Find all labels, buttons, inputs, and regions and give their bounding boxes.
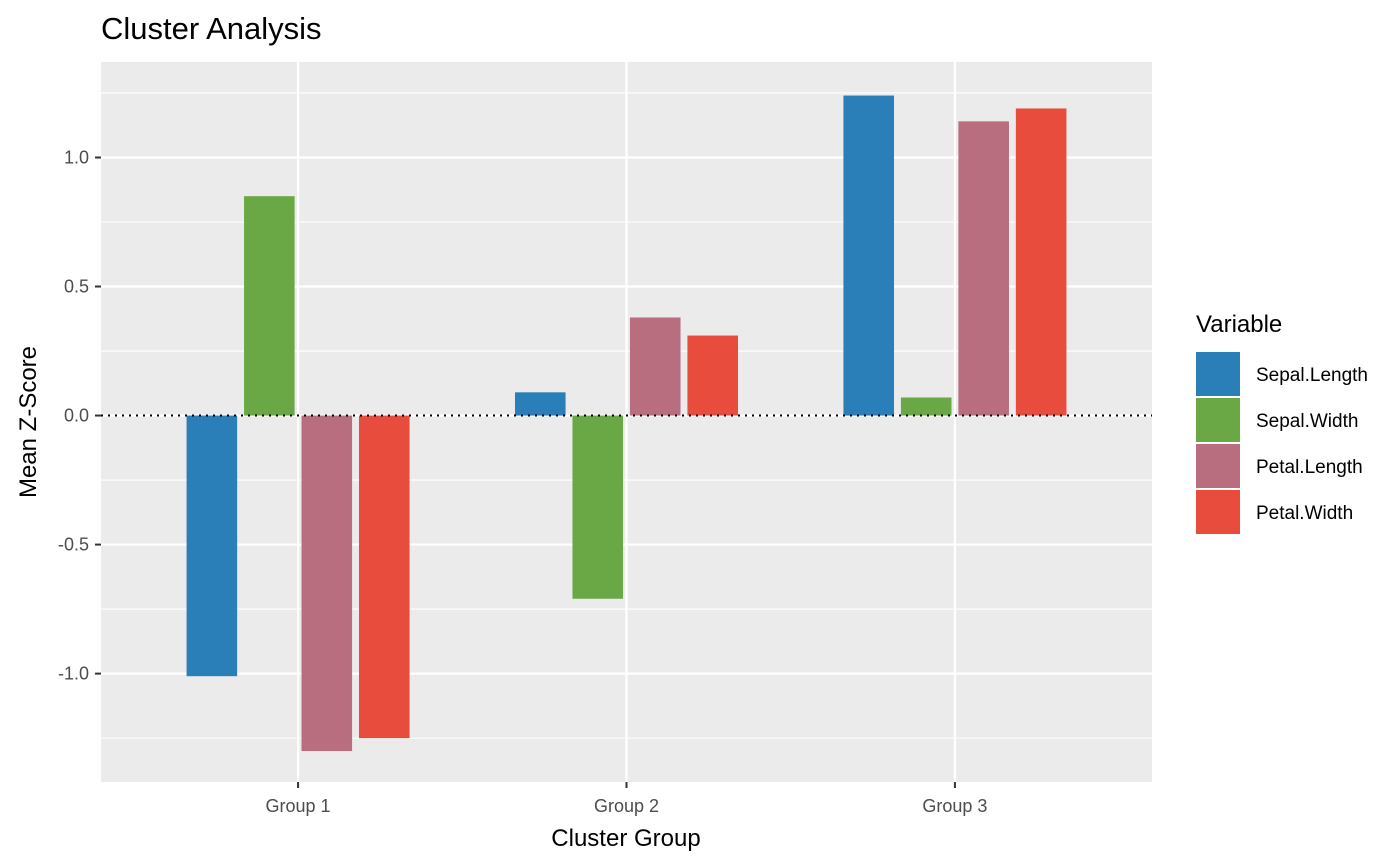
x-tick-label: Group 2 [594,796,659,816]
bar-petal-length-group-3 [958,121,1009,416]
legend-swatch [1196,398,1240,442]
bar-sepal-width-group-2 [572,415,624,599]
legend: Variable Sepal.Length Sepal.Width Petal.Le… [1196,311,1368,534]
y-axis-ticks: -1.0 -0.5 0.0 0.5 1.0 [58,147,101,684]
y-tick-label: 1.0 [64,147,89,167]
bar-sepal-length-group-2 [514,392,566,416]
y-tick-label: 0.5 [64,277,89,297]
bar-petal-width-group-1 [358,415,410,739]
legend-swatch [1196,444,1240,488]
legend-label: Sepal.Length [1256,365,1368,386]
legend-label: Petal.Length [1256,457,1363,478]
legend-title: Variable [1196,311,1282,338]
bar-petal-length-group-1 [301,415,353,752]
y-tick-label: 0.0 [64,406,89,426]
bar-sepal-width-group-3 [900,397,952,416]
legend-label: Sepal.Width [1256,411,1358,432]
bars [186,95,1067,752]
bar-sepal-length-group-3 [843,95,895,416]
y-axis-title: Mean Z-Score [15,346,42,498]
bar-petal-length-group-2 [629,317,681,416]
y-tick-label: -1.0 [58,664,89,684]
legend-label: Petal.Width [1256,503,1353,524]
bar-petal-width-group-2 [687,335,739,416]
x-axis-ticks: Group 1 Group 2 Group 3 [266,782,987,816]
bar-petal-width-group-3 [1015,108,1067,416]
x-tick-label: Group 1 [266,796,331,816]
legend-swatch [1196,490,1240,534]
x-tick-label: Group 3 [922,796,987,816]
legend-swatch [1196,352,1240,396]
y-tick-label: -0.5 [58,535,89,555]
chart-title: Cluster Analysis [101,11,322,46]
bar-sepal-length-group-1 [186,415,238,677]
x-axis-title: Cluster Group [551,825,700,852]
bar-sepal-width-group-1 [244,196,295,416]
